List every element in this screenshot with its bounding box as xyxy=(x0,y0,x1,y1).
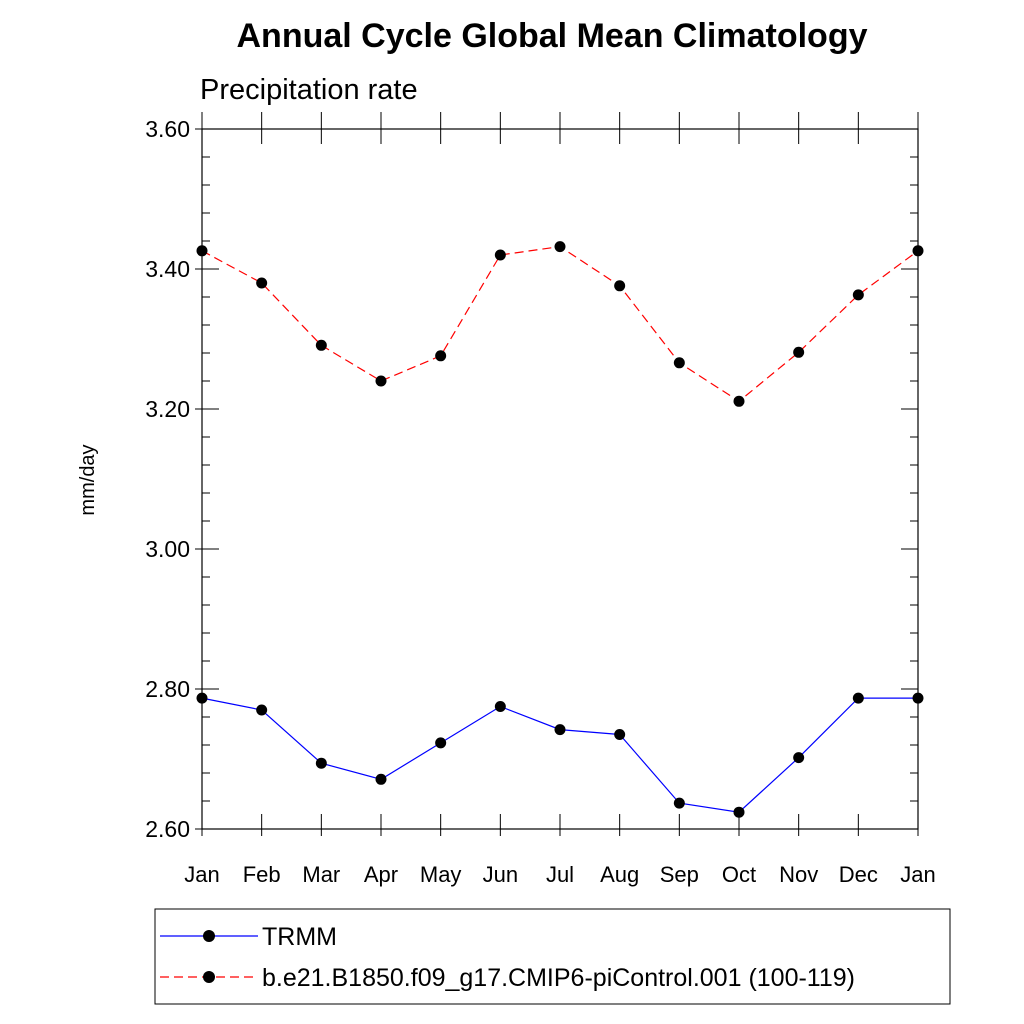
x-tick-label: Feb xyxy=(243,862,281,887)
series-1-point xyxy=(793,346,805,358)
series-1-point xyxy=(494,249,506,261)
series-1-point xyxy=(256,277,268,289)
series-0-point xyxy=(375,773,387,785)
x-tick-label: Nov xyxy=(779,862,818,887)
legend-label-model: b.e21.B1850.f09_g17.CMIP6-piControl.001 … xyxy=(262,964,855,992)
x-tick-label: Jan xyxy=(184,862,219,887)
x-tick-label: Apr xyxy=(364,862,398,887)
x-tick-label: Jan xyxy=(900,862,935,887)
series-0-point xyxy=(733,806,745,818)
x-tick-label: Sep xyxy=(660,862,699,887)
series-line-0 xyxy=(201,697,918,813)
legend-label-trmm: TRMM xyxy=(262,923,337,951)
series-0-point xyxy=(852,692,864,704)
series-0-point xyxy=(196,692,208,704)
x-tick-label: Jun xyxy=(483,862,518,887)
series-0-point xyxy=(793,752,805,764)
x-tick-label: Oct xyxy=(722,862,756,887)
x-tick-label: Dec xyxy=(839,862,878,887)
y-tick-label: 3.20 xyxy=(145,396,190,422)
y-tick-label: 2.60 xyxy=(145,816,190,842)
series-0-point xyxy=(912,692,924,704)
legend-marker-model xyxy=(203,971,215,983)
series-0-point xyxy=(614,729,626,740)
chart-subtitle: Precipitation rate xyxy=(200,74,418,106)
y-tick-label: 2.80 xyxy=(145,676,190,702)
series-1-point xyxy=(673,357,685,369)
legend-marker-trmm xyxy=(203,930,215,942)
series-line-1 xyxy=(201,245,919,403)
series-1-point xyxy=(435,350,447,362)
series-1-point xyxy=(375,375,387,387)
x-tick-label: Jul xyxy=(546,862,574,887)
x-tick-label: Aug xyxy=(600,862,639,887)
series-0-point xyxy=(256,704,268,716)
series-layer xyxy=(196,241,924,818)
series-0-point xyxy=(554,724,566,736)
series-0-point xyxy=(315,757,327,769)
x-tick-label: May xyxy=(420,862,462,887)
series-0-point xyxy=(494,701,506,712)
y-tick-labels: 2.60 2.80 3.00 3.20 3.40 3.60 xyxy=(145,116,190,842)
series-0-point xyxy=(673,797,685,809)
y-tick-label: 3.60 xyxy=(145,116,190,142)
x-tick-label: Mar xyxy=(302,862,340,887)
series-1-point xyxy=(733,395,745,407)
chart-title: Annual Cycle Global Mean Climatology xyxy=(237,17,868,55)
series-1-point xyxy=(315,339,327,351)
series-1-point xyxy=(614,280,626,292)
y-tick-label: 3.00 xyxy=(145,536,190,562)
x-tick-labels: Jan Feb Mar Apr May Jun Jul Aug Sep Oct Nov Dec Jan xyxy=(184,862,935,887)
series-1-point xyxy=(196,245,208,257)
series-1-point xyxy=(852,289,864,301)
series-1-point xyxy=(912,245,924,257)
y-tick-label: 3.40 xyxy=(145,256,190,282)
legend: TRMM b.e21.B1850.f09_g17.CMIP6-piControl… xyxy=(154,908,951,1005)
y-axis-label: mm/day xyxy=(77,444,99,515)
plot-frame xyxy=(201,128,919,830)
series-1-point xyxy=(554,241,566,253)
series-0-point xyxy=(435,737,447,749)
legend-box xyxy=(154,908,951,1005)
